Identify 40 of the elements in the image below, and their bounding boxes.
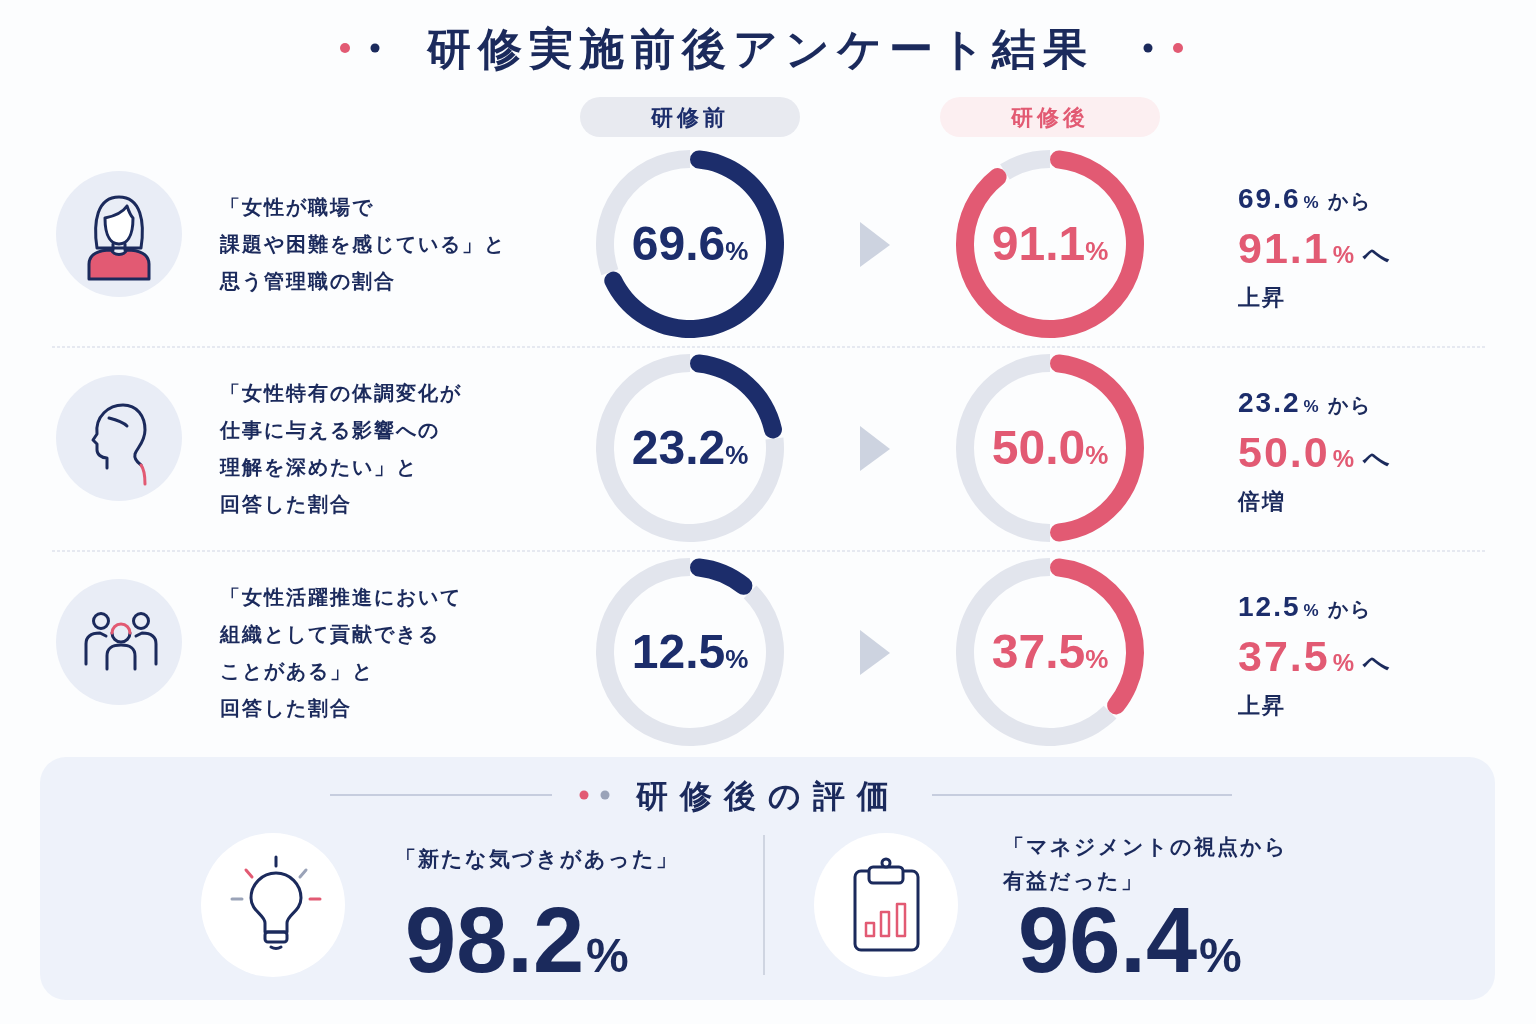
text: 回答した割合: [220, 492, 352, 515]
text: 組織として貢献できる: [219, 622, 440, 646]
donut-slice: [690, 558, 753, 595]
text: ことがある」と: [220, 659, 374, 682]
data-label: 69.6%: [631, 217, 749, 270]
donut-slice: [956, 150, 1144, 338]
text: 「女性が職場で: [220, 196, 374, 218]
chart-title: 研修後: [1010, 105, 1089, 130]
text: 研修実施前後アンケート結果: [425, 24, 1094, 73]
text: 50.0% へ: [1238, 428, 1393, 476]
text: 98.2%: [405, 889, 629, 991]
text: 回答した割合: [220, 696, 352, 719]
data-label: 50.0%: [991, 421, 1109, 474]
data-label: 12.5%: [631, 625, 749, 678]
text: 理解を深めたい」と: [219, 455, 418, 478]
text: 思う管理職の割合: [219, 270, 396, 293]
chart-title: 研修前: [650, 105, 729, 130]
text: 「女性特有の体調変化が: [220, 381, 462, 404]
text: 37.5% へ: [1238, 632, 1393, 680]
text: 上昇: [1237, 693, 1286, 718]
text: 研修後の評価: [634, 778, 901, 814]
text: 「新たな気づきがあった」: [395, 847, 679, 871]
text: 91.1% へ: [1238, 224, 1393, 272]
donut-slice: [604, 150, 784, 338]
donut-slice: [596, 558, 784, 746]
text: 課題や困難を感じている」と: [219, 233, 506, 255]
donut-slice: [956, 558, 1117, 746]
text: 23.2% から: [1238, 387, 1372, 418]
text: 上昇: [1237, 285, 1286, 310]
text: 仕事に与える影響への: [219, 418, 440, 441]
text: 「女性活躍推進において: [220, 585, 462, 608]
text: 「マネジメントの視点から: [1003, 835, 1288, 859]
text: 69.6% から: [1238, 183, 1372, 214]
data-label: 37.5%: [991, 625, 1109, 678]
data-label: 91.1%: [991, 217, 1109, 270]
data-label: 23.2%: [631, 421, 749, 474]
text: 12.5% から: [1238, 591, 1372, 622]
donut-slice: [596, 354, 784, 542]
text: 倍増: [1237, 489, 1286, 514]
donut-slice: [1000, 150, 1050, 180]
